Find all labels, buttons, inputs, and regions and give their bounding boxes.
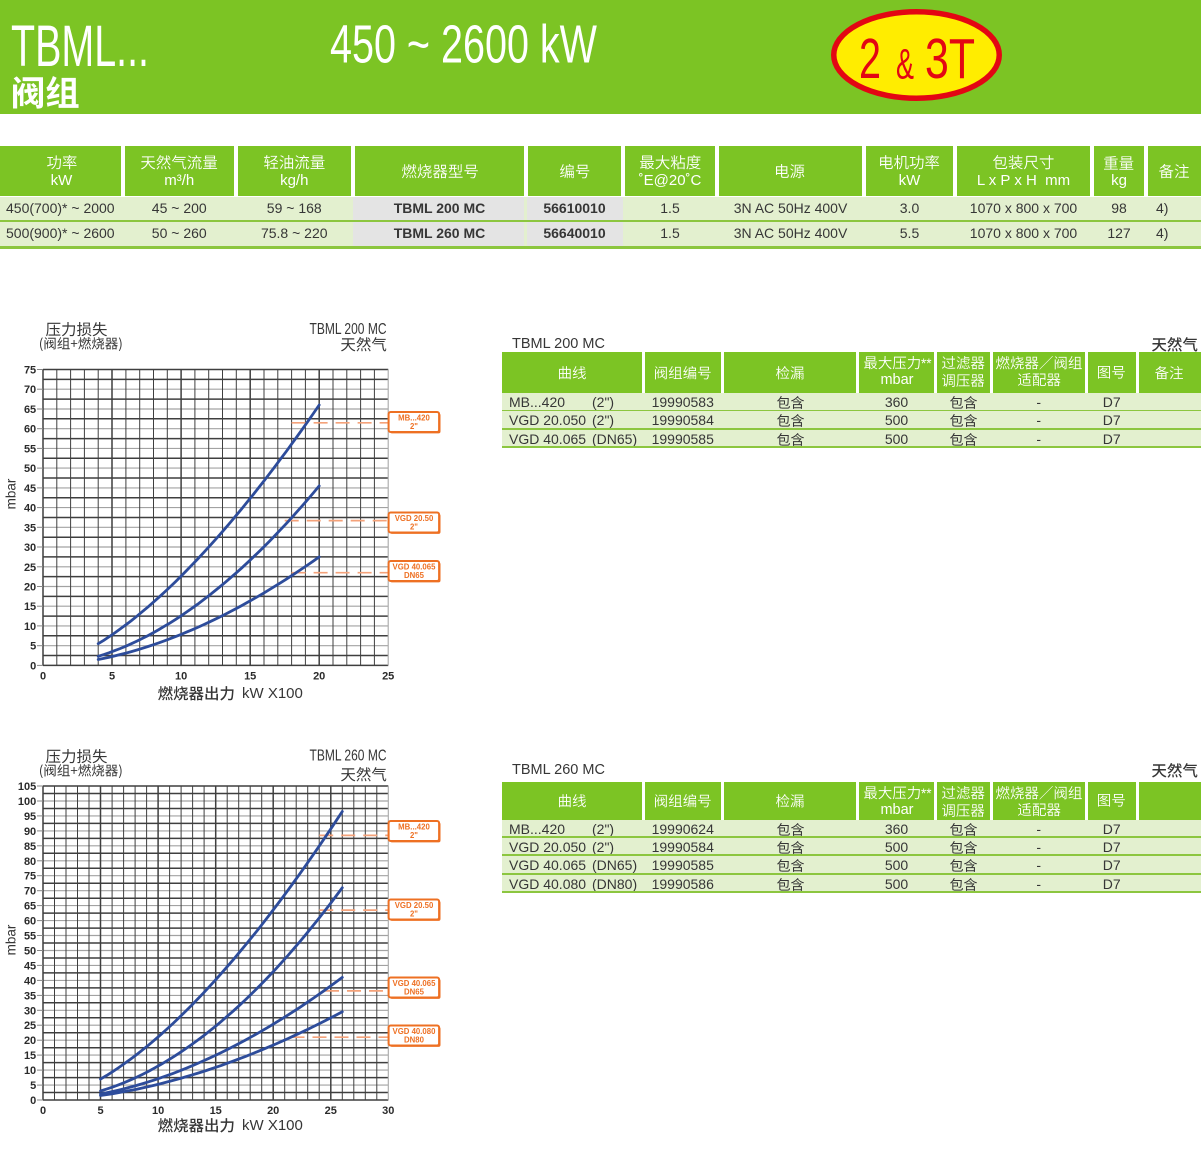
svg-text:&: & <box>896 41 914 89</box>
svg-text:80: 80 <box>24 856 36 868</box>
svg-text:25: 25 <box>24 562 36 574</box>
svg-text:DN65: DN65 <box>404 571 425 580</box>
svg-text:DN80: DN80 <box>404 1036 425 1045</box>
svg-text:30: 30 <box>24 542 36 554</box>
svg-text:65: 65 <box>24 404 36 416</box>
svg-text:0: 0 <box>30 660 36 672</box>
svg-text:25: 25 <box>325 1105 337 1117</box>
svg-text:25: 25 <box>382 670 394 682</box>
svg-text:mbar: mbar <box>3 478 18 509</box>
svg-text:75: 75 <box>24 871 36 883</box>
svg-text:55: 55 <box>24 443 36 455</box>
svg-text:100: 100 <box>18 796 36 808</box>
svg-text:75: 75 <box>24 365 36 377</box>
svg-text:MB...420: MB...420 <box>398 822 430 831</box>
svg-text:DN65: DN65 <box>404 988 425 997</box>
svg-text:55: 55 <box>24 931 36 943</box>
svg-text:85: 85 <box>24 841 36 853</box>
svg-text:2: 2 <box>859 27 881 91</box>
svg-text:15: 15 <box>210 1105 222 1117</box>
svg-text:VGD 40.065: VGD 40.065 <box>393 562 437 571</box>
svg-text:50: 50 <box>24 463 36 475</box>
svg-text:15: 15 <box>244 670 256 682</box>
svg-text:mbar: mbar <box>3 924 18 955</box>
svg-text:40: 40 <box>24 503 36 515</box>
svg-text:VGD 20.50: VGD 20.50 <box>395 514 434 523</box>
svg-text:40: 40 <box>24 975 36 987</box>
svg-text:45: 45 <box>24 960 36 972</box>
svg-text:TBML 260 MC: TBML 260 MC <box>310 748 387 765</box>
svg-text:10: 10 <box>24 621 36 633</box>
svg-text:50: 50 <box>24 946 36 958</box>
svg-text:20: 20 <box>24 582 36 594</box>
svg-text:5: 5 <box>30 641 36 653</box>
svg-text:10: 10 <box>24 1065 36 1077</box>
svg-text:0: 0 <box>30 1095 36 1107</box>
svg-text:5: 5 <box>97 1105 103 1117</box>
svg-text:**: ** <box>921 356 932 371</box>
svg-text:15: 15 <box>24 1050 36 1062</box>
svg-text:70: 70 <box>24 886 36 898</box>
svg-text:10: 10 <box>175 670 187 682</box>
svg-text:10: 10 <box>152 1105 164 1117</box>
svg-text:MB...420: MB...420 <box>398 413 430 422</box>
svg-text:90: 90 <box>24 826 36 838</box>
svg-text:3T: 3T <box>925 27 975 91</box>
svg-text:VGD 20.50: VGD 20.50 <box>395 901 434 910</box>
svg-text:35: 35 <box>24 990 36 1002</box>
svg-text:15: 15 <box>24 601 36 613</box>
svg-text:0: 0 <box>40 670 46 682</box>
svg-text:TBML 200 MC: TBML 200 MC <box>310 321 387 338</box>
svg-text:95: 95 <box>24 811 36 823</box>
svg-text:60: 60 <box>24 916 36 928</box>
svg-text:60: 60 <box>24 424 36 436</box>
svg-text:2": 2" <box>410 422 418 431</box>
svg-text:TBML...: TBML... <box>11 14 149 79</box>
svg-text:5: 5 <box>109 670 115 682</box>
svg-text:45: 45 <box>24 483 36 495</box>
svg-text:35: 35 <box>24 522 36 534</box>
svg-text:20: 20 <box>313 670 325 682</box>
svg-text:VGD 40.080: VGD 40.080 <box>393 1027 437 1036</box>
svg-text:70: 70 <box>24 384 36 396</box>
svg-text:20: 20 <box>24 1035 36 1047</box>
svg-text:VGD 40.065: VGD 40.065 <box>393 979 437 988</box>
svg-text:25: 25 <box>24 1020 36 1032</box>
svg-text:450 ~ 2600 kW: 450 ~ 2600 kW <box>330 15 597 75</box>
svg-text:30: 30 <box>24 1005 36 1017</box>
svg-text:2": 2" <box>410 523 418 532</box>
svg-text:30: 30 <box>382 1105 394 1117</box>
svg-text:0: 0 <box>40 1105 46 1117</box>
svg-text:2": 2" <box>410 831 418 840</box>
svg-text:105: 105 <box>18 781 36 793</box>
svg-text:2": 2" <box>410 910 418 919</box>
svg-text:**: ** <box>921 786 932 801</box>
svg-text:20: 20 <box>267 1105 279 1117</box>
svg-text:65: 65 <box>24 901 36 913</box>
svg-text:5: 5 <box>30 1080 36 1092</box>
